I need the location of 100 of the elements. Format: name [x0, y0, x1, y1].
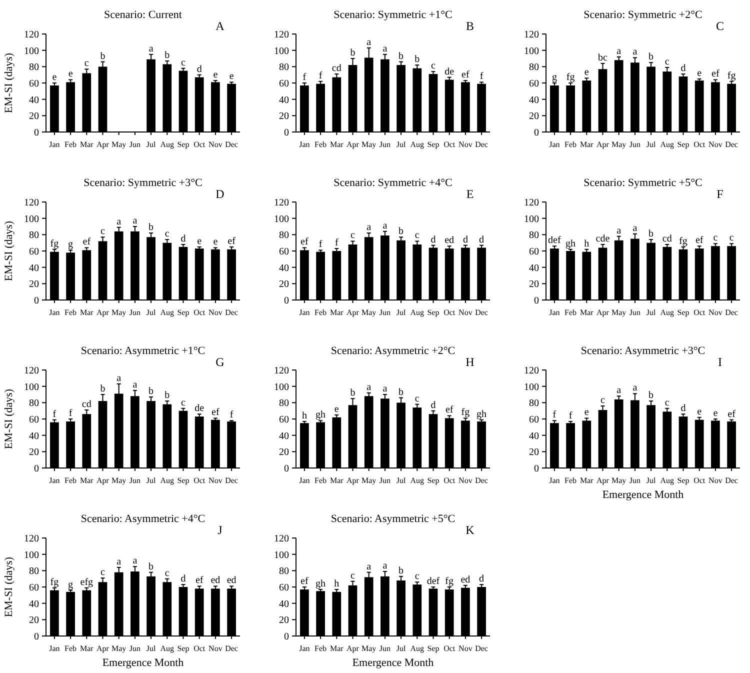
y-tick-label: 40	[29, 430, 39, 442]
y-tick-label: 100	[24, 382, 39, 393]
data-label: a	[132, 216, 138, 226]
y-tick-label: 80	[279, 230, 289, 242]
x-tick-label: Mar	[330, 644, 344, 653]
y-tick-label: 80	[529, 62, 539, 74]
x-tick-label: Dec	[225, 308, 238, 317]
data-label: gh	[316, 578, 326, 590]
y-tick-label: 120	[24, 534, 39, 544]
data-label: a	[616, 385, 622, 396]
data-label: b	[350, 388, 356, 399]
x-tick-label: Jun	[129, 644, 141, 653]
x-tick-label: Oct	[194, 308, 206, 317]
x-tick-label: Jun	[379, 140, 391, 149]
data-label: ed	[444, 235, 454, 246]
y-tick-label: 100	[274, 382, 289, 393]
x-tick-label: Jan	[49, 644, 60, 653]
data-label: b	[648, 390, 654, 402]
x-tick-label: Feb	[64, 476, 77, 485]
data-label: a	[148, 43, 154, 54]
x-tick-label: Oct	[194, 476, 206, 485]
chart-title: Scenario: Symmetric +2°C	[584, 9, 702, 21]
x-tick-label: Oct	[444, 644, 456, 653]
x-tick-label: May	[612, 476, 626, 485]
x-tick-label: May	[362, 140, 376, 149]
y-tick-label: 100	[274, 550, 289, 561]
data-label: b	[398, 226, 404, 238]
data-label: f	[552, 410, 557, 421]
data-label: b	[148, 386, 154, 397]
data-label: cd	[82, 399, 92, 410]
y-tick-label: 120	[274, 534, 289, 544]
data-label: e	[68, 68, 74, 80]
y-tick-label: 40	[279, 598, 289, 610]
data-label: fg	[50, 238, 59, 250]
x-tick-label: Jul	[146, 476, 156, 485]
x-tick-label: Aug	[410, 140, 424, 149]
x-tick-label: Aug	[660, 140, 674, 149]
data-label: c	[100, 567, 106, 578]
x-tick-label: Jan	[299, 308, 310, 317]
data-label: g	[552, 72, 557, 83]
y-tick-label: 0	[534, 128, 539, 138]
x-tick-label: Dec	[725, 140, 738, 149]
x-tick-label: Oct	[694, 308, 706, 317]
data-label: b	[100, 384, 106, 394]
y-tick-label: 120	[24, 30, 39, 40]
data-label: fg	[679, 236, 688, 247]
chart-title: Scenario: Current	[104, 9, 182, 21]
data-label: f	[230, 410, 234, 421]
y-tick-label: 20	[29, 279, 39, 290]
x-tick-label: Oct	[694, 476, 706, 485]
data-label: f	[480, 71, 484, 82]
x-tick-label: Apr	[346, 644, 360, 653]
chart-title: Scenario: Symmetric +1°C	[334, 9, 452, 21]
text: F	[716, 187, 724, 201]
x-axis-title: Emergence Month	[102, 657, 184, 669]
y-tick-label: 80	[29, 62, 39, 74]
y-tick-label: 20	[279, 615, 289, 626]
data-label: a	[382, 220, 388, 232]
x-tick-label: Nov	[208, 140, 222, 149]
y-tick-label: 20	[279, 447, 289, 458]
data-label: b	[148, 222, 154, 234]
x-tick-label: Mar	[580, 140, 594, 149]
y-tick-label: 80	[279, 398, 289, 410]
data-label: a	[116, 216, 122, 228]
y-tick-label: 120	[524, 198, 539, 208]
data-label: cd	[332, 63, 342, 74]
text: D	[216, 187, 225, 201]
data-label: gh	[316, 410, 326, 421]
y-tick-label: 100	[524, 46, 539, 57]
data-label: e	[213, 70, 218, 81]
data-label: c	[181, 57, 186, 68]
y-tick-label: 0	[534, 464, 539, 474]
data-label: c	[414, 571, 420, 582]
data-label: ef	[728, 408, 736, 420]
y-tick-label: 0	[284, 632, 289, 642]
x-tick-label: Jan	[299, 140, 310, 149]
x-tick-label: Feb	[564, 308, 577, 317]
x-tick-label: Nov	[458, 476, 472, 485]
text: E	[466, 187, 474, 201]
data-label: b	[398, 386, 404, 398]
data-label: de	[194, 403, 205, 414]
data-label: d	[680, 63, 686, 74]
x-tick-label: Jan	[299, 644, 310, 653]
x-tick-label: Aug	[160, 644, 174, 653]
y-tick-label: 20	[279, 279, 289, 290]
x-tick-label: Jun	[379, 308, 391, 317]
x-tick-label: Aug	[160, 476, 174, 485]
data-label: a	[116, 556, 122, 568]
y-tick-label: 60	[279, 78, 289, 90]
data-label: a	[116, 372, 122, 384]
x-tick-label: Feb	[64, 308, 77, 317]
x-tick-label: Mar	[330, 476, 344, 485]
x-tick-label: Apr	[596, 140, 610, 149]
x-tick-label: Aug	[660, 308, 674, 317]
x-tick-label: Mar	[330, 140, 344, 149]
y-tick-label: 20	[529, 111, 539, 122]
data-label: fg	[445, 576, 454, 587]
x-tick-label: Sep	[677, 476, 690, 485]
text: A	[216, 19, 225, 33]
data-label: f	[68, 408, 73, 419]
